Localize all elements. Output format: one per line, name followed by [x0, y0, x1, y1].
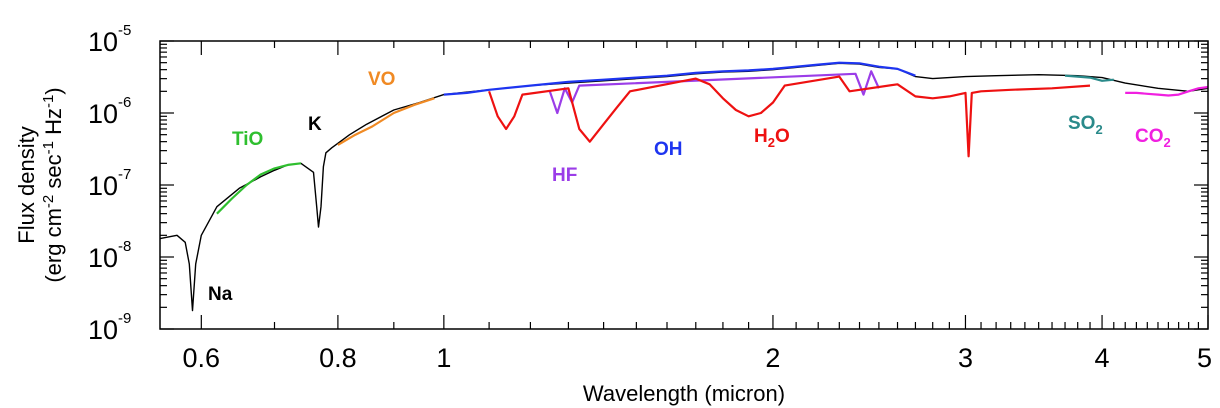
annotation-na: Na: [208, 284, 233, 305]
series-line-1: [216, 162, 302, 215]
y-tick-label: 10-5: [88, 22, 131, 57]
y-tick-labels: 10-9 10-8 10-7 10-6 10-5: [88, 22, 131, 345]
y-tick-label: 10-6: [88, 94, 131, 129]
series-line-6: [1064, 74, 1114, 82]
x-tick-label: 1: [436, 343, 451, 373]
axis-ticks: [160, 40, 1209, 330]
annotation-co2: CO2: [1135, 126, 1171, 150]
x-axis-label: Wavelength (micron): [583, 381, 785, 406]
x-tick-label: 0.6: [183, 343, 221, 373]
plot-frame: [159, 40, 1209, 330]
series-line-5: [443, 61, 916, 96]
annotation-hf: HF: [552, 165, 577, 186]
series-line-3: [548, 70, 880, 115]
x-tick-label: 0.8: [319, 343, 357, 373]
x-tick-label: 4: [1095, 343, 1110, 373]
annotation-so2: SO2: [1068, 113, 1103, 137]
y-axis-label: Flux density (erg cm-2 sec-1 Hz-1): [14, 87, 66, 282]
y-tick-label: 10-7: [88, 166, 131, 201]
annotation-vo: VO: [368, 69, 395, 90]
series-line-0: [159, 62, 1209, 312]
y-axis-label-line2: (erg cm-2 sec-1 Hz-1): [40, 87, 66, 282]
annotation-tio: TiO: [232, 129, 263, 150]
series-line-7: [1125, 85, 1209, 97]
annotation-k: K: [308, 114, 322, 135]
annotation-oh: OH: [654, 139, 683, 160]
series-line-2: [337, 97, 435, 146]
y-axis-label-line1: Flux density: [14, 126, 39, 243]
x-tick-label: 3: [958, 343, 973, 373]
x-tick-label: 5: [1197, 343, 1212, 373]
x-tick-labels: 0.6 0.8 1 2 3 4 5: [183, 343, 1212, 373]
x-tick-label: 2: [765, 343, 780, 373]
molecule-annotations: Na TiO K VO HF OH H2O SO2 CO2: [208, 69, 1171, 305]
y-tick-label: 10-9: [88, 310, 131, 345]
plot-area: [159, 61, 1209, 312]
series-line-4: [488, 75, 1091, 158]
y-tick-label: 10-8: [88, 238, 131, 273]
annotation-h2o: H2O: [754, 126, 790, 150]
